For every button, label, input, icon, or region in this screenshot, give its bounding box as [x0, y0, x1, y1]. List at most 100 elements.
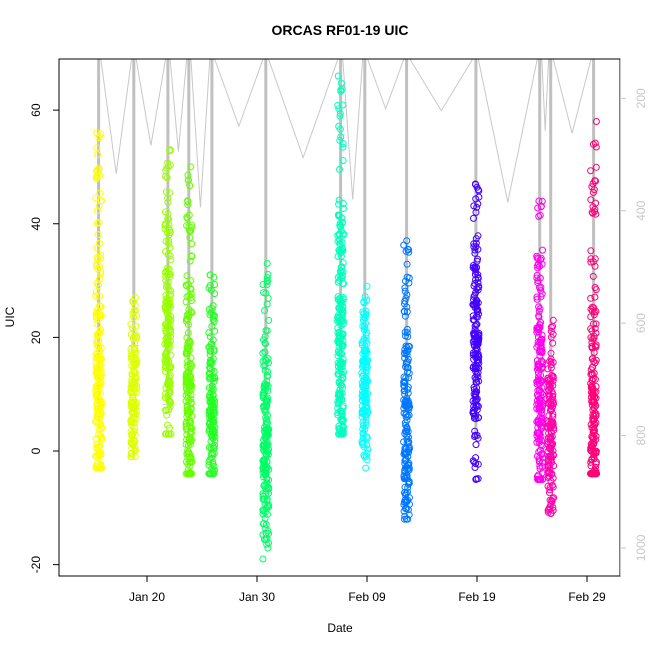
data-point — [188, 309, 196, 317]
data-point — [186, 257, 194, 265]
data-point — [263, 415, 271, 423]
data-point — [591, 262, 599, 270]
data-point — [264, 382, 272, 390]
data-point — [338, 423, 346, 431]
data-point — [96, 292, 104, 300]
data-point — [401, 402, 409, 410]
data-point — [186, 458, 194, 466]
data-point — [535, 312, 543, 320]
profile-connector — [190, 59, 211, 208]
data-point — [546, 392, 554, 400]
data-point — [589, 411, 597, 419]
data-point — [263, 274, 271, 282]
data-point — [205, 427, 213, 435]
data-point — [128, 444, 136, 452]
data-point — [94, 151, 101, 159]
data-point — [471, 249, 479, 257]
data-point — [92, 167, 100, 175]
data-point — [261, 307, 269, 314]
data-point — [405, 438, 413, 446]
data-point — [263, 458, 271, 465]
data-point — [334, 102, 342, 109]
data-point — [363, 356, 371, 364]
data-point — [259, 464, 267, 472]
data-point — [472, 397, 480, 405]
data-point — [187, 405, 195, 413]
data-point — [473, 341, 481, 349]
data-point — [165, 315, 173, 323]
data-point — [338, 214, 346, 222]
data-point — [589, 180, 597, 188]
data-point — [544, 374, 552, 382]
data-point — [589, 438, 597, 446]
data-point — [183, 334, 191, 342]
data-point — [403, 291, 411, 299]
data-point — [205, 384, 213, 392]
data-point — [534, 204, 542, 212]
data-point — [334, 404, 342, 412]
data-point — [587, 294, 595, 302]
data-point — [182, 381, 190, 389]
data-point — [184, 198, 192, 205]
data-point — [590, 404, 598, 412]
data-point — [93, 307, 101, 315]
data-point — [337, 410, 345, 418]
data-point — [404, 355, 412, 363]
data-point — [131, 403, 139, 411]
data-point — [538, 260, 546, 268]
data-point — [263, 260, 271, 267]
data-point — [545, 452, 553, 460]
x-tick-label: Jan 30 — [239, 590, 275, 604]
data-point — [360, 371, 368, 379]
data-point — [94, 231, 102, 239]
profile-connector — [541, 59, 550, 131]
data-point — [549, 420, 557, 428]
data-point — [183, 272, 191, 280]
data-point — [592, 307, 600, 315]
data-point — [401, 460, 409, 468]
data-point — [473, 356, 481, 364]
data-point — [96, 389, 104, 397]
data-point — [339, 143, 347, 151]
y-tick-label: 20 — [29, 330, 43, 344]
data-point — [95, 418, 103, 426]
profile-connector — [342, 59, 364, 200]
data-point — [185, 450, 193, 458]
data-point — [129, 324, 136, 332]
data-point — [592, 163, 600, 171]
data-point — [93, 207, 101, 215]
data-point — [405, 369, 413, 377]
profile-trace — [264, 59, 268, 400]
data-point — [264, 355, 272, 363]
data-point — [402, 401, 410, 409]
data-point — [161, 303, 169, 311]
data-point — [472, 208, 480, 216]
data-point — [547, 405, 555, 413]
data-point — [536, 465, 544, 473]
data-point — [536, 305, 544, 313]
data-point — [166, 273, 173, 281]
data-point — [183, 413, 191, 421]
data-point — [264, 294, 272, 302]
data-point — [401, 387, 409, 395]
data-point — [539, 358, 547, 366]
data-point — [208, 359, 216, 367]
data-point — [334, 252, 342, 260]
data-point — [130, 307, 138, 315]
data-point — [589, 272, 597, 280]
data-point — [473, 203, 481, 211]
data-point — [363, 441, 371, 449]
profile-connector — [135, 59, 167, 146]
data-point — [164, 283, 172, 291]
data-point — [129, 394, 137, 402]
data-point — [535, 373, 542, 381]
data-point — [591, 177, 599, 185]
data-point — [548, 470, 556, 478]
data-point — [406, 343, 413, 350]
data-point — [359, 322, 367, 330]
data-point — [405, 464, 413, 472]
data-point — [534, 364, 542, 372]
data-point — [210, 428, 218, 436]
data-point — [401, 515, 408, 523]
data-point — [405, 374, 412, 382]
